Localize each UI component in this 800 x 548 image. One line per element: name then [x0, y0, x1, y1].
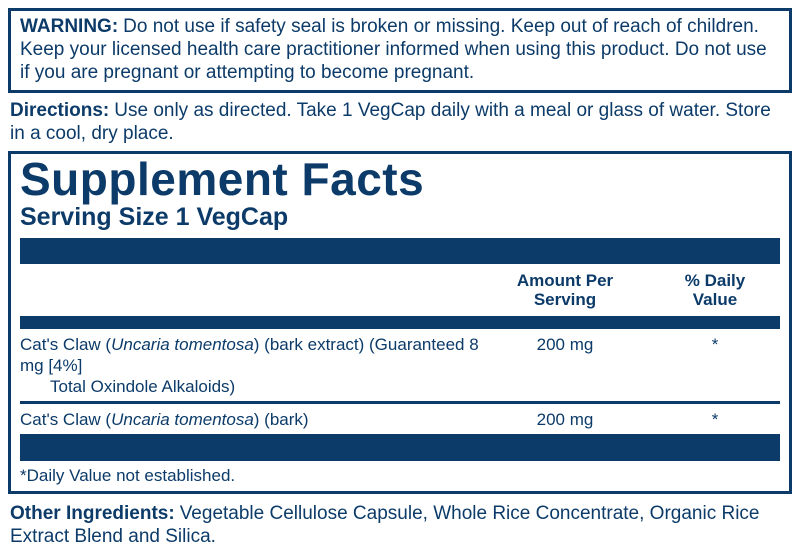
warning-box: WARNING: Do not use if safety seal is bro… [8, 8, 792, 93]
table-row: Cat's Claw (Uncaria tomentosa) (bark ext… [20, 329, 780, 401]
directions-label: Directions: [10, 100, 110, 121]
table-header-row: Amount Per Serving % Daily Value [20, 264, 780, 316]
ingredient-species-name: Uncaria tomentosa [111, 410, 254, 429]
ingredient-daily-value: * [711, 410, 719, 429]
supplement-facts-panel: Supplement Facts Serving Size 1 VegCap A… [8, 151, 792, 494]
directions-text: Use only as directed. Take 1 VegCap dail… [10, 100, 771, 144]
other-ingredients-paragraph: Other Ingredients: Vegetable Cellulose Ca… [10, 502, 790, 548]
ingredient-daily-value: * [711, 335, 719, 354]
daily-value-footnote: *Daily Value not established. [20, 466, 236, 485]
serving-size: Serving Size 1 VegCap [20, 203, 289, 231]
divider-bar-header [20, 316, 780, 329]
ingredient-name-text: ) (bark extract) (Guaranteed 8 mg [4%] [20, 335, 479, 375]
ingredient-name-continuation: Total Oxindole Alkaloids) [50, 377, 236, 396]
directions-paragraph: Directions: Use only as directed. Take 1 … [10, 99, 790, 145]
table-row: Cat's Claw (Uncaria tomentosa) (bark) 20… [20, 401, 780, 434]
warning-text: Do not use if safety seal is broken or m… [20, 16, 767, 83]
ingredient-name: Cat's Claw (Uncaria tomentosa) (bark) [20, 409, 480, 430]
warning-label: WARNING: [20, 16, 119, 37]
ingredient-name-text: Cat's Claw ( [20, 410, 112, 429]
divider-bar-top [20, 238, 780, 264]
header-spacer [20, 271, 480, 309]
ingredient-species-name: Uncaria tomentosa [111, 335, 254, 354]
supplement-facts-title: Supplement Facts [20, 153, 425, 205]
header-amount-per-serving: Amount Per Serving [516, 271, 614, 309]
ingredient-name-text: Cat's Claw ( [20, 335, 112, 354]
header-percent-daily-value: % Daily Value [684, 271, 746, 309]
ingredient-name: Cat's Claw (Uncaria tomentosa) (bark ext… [20, 334, 480, 397]
ingredient-amount: 200 mg [536, 335, 594, 354]
ingredient-name-text: ) (bark) [253, 410, 309, 429]
ingredient-amount: 200 mg [536, 410, 594, 429]
other-ingredients-label: Other Ingredients: [10, 503, 175, 524]
divider-bar-bottom [20, 434, 780, 461]
